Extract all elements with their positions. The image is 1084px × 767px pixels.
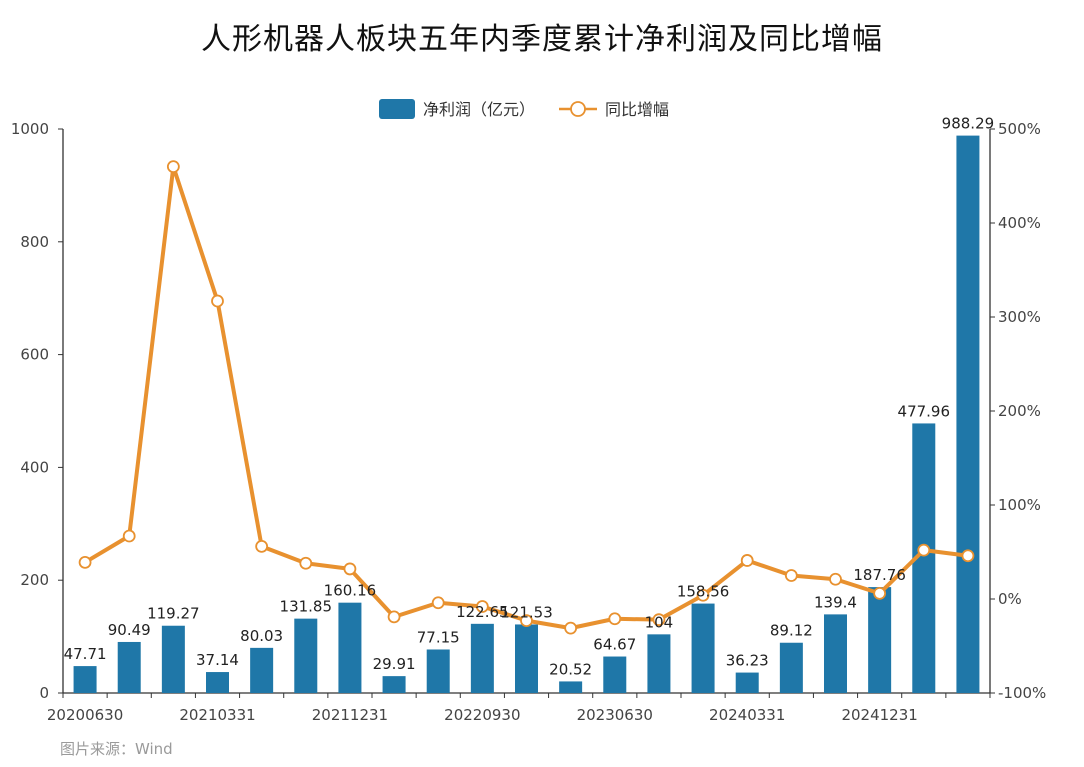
- y-left-tick-label: 0: [39, 684, 49, 702]
- line-point: [740, 554, 754, 567]
- line-point: [873, 586, 887, 600]
- y-right-tick-label: -100%: [998, 684, 1046, 702]
- y-right-tick-label: 500%: [998, 120, 1041, 138]
- line-point: [387, 610, 401, 624]
- line-point: [961, 549, 975, 563]
- y-right-tick-label: 300%: [998, 308, 1041, 326]
- y-left-tick-label: 800: [20, 233, 49, 251]
- line-series: [78, 160, 975, 635]
- bar: [73, 666, 97, 693]
- bar: [515, 624, 538, 693]
- bar: [647, 634, 671, 693]
- bar-value-label: 90.49: [108, 621, 151, 639]
- bar: [956, 135, 980, 694]
- bar-value-label: 988.29: [942, 115, 995, 133]
- line-point: [343, 562, 357, 576]
- y-left-tick-label: 1000: [11, 120, 49, 138]
- x-tick-label: 20200630: [47, 706, 123, 724]
- bar: [338, 602, 362, 693]
- x-tick-label: 20211231: [312, 706, 388, 724]
- chart-title: 人形机器人板块五年内季度累计净利润及同比增幅: [201, 22, 883, 57]
- bar: [735, 672, 759, 693]
- bar-value-label: 160.16: [324, 582, 377, 600]
- line-point: [255, 539, 269, 553]
- y-right-tick-label: 0%: [998, 590, 1022, 608]
- line-point: [652, 613, 666, 627]
- y-right-tick-label: 200%: [998, 402, 1041, 420]
- bar-value-label: 77.15: [417, 628, 460, 646]
- legend-bar-swatch: [379, 99, 415, 119]
- line-point: [520, 614, 533, 628]
- bar-value-label: 64.67: [593, 636, 636, 654]
- y-right-tick-label: 100%: [998, 496, 1041, 514]
- legend-bar-label: 净利润（亿元）: [423, 100, 535, 119]
- x-tick-label: 20210331: [179, 706, 255, 724]
- y-right-tick-label: 400%: [998, 214, 1041, 232]
- line-point: [917, 543, 931, 557]
- line-point: [564, 621, 578, 635]
- bar: [824, 614, 847, 693]
- bar-value-label: 36.23: [726, 652, 769, 670]
- bar-value-label: 104: [645, 613, 674, 631]
- bar: [779, 642, 803, 693]
- legend: 净利润（亿元） 同比增幅: [379, 99, 669, 119]
- bar: [426, 649, 450, 693]
- bar-value-label: 89.12: [770, 622, 813, 640]
- line-point: [696, 588, 710, 602]
- bar: [912, 423, 936, 693]
- bar-value-label: 139.4: [814, 593, 857, 611]
- line-point: [475, 600, 489, 613]
- bar: [603, 656, 627, 693]
- bar-value-label: 20.52: [549, 660, 592, 678]
- bar-value-label: 158.56: [677, 583, 730, 601]
- growth-line: [84, 164, 969, 631]
- bar-value-label: 29.91: [373, 655, 416, 673]
- bar-value-label: 131.85: [280, 598, 333, 616]
- y-left-tick-label: 600: [20, 346, 49, 364]
- y-left-tick-label: 200: [20, 571, 49, 589]
- bar: [250, 647, 274, 693]
- bar: [691, 603, 715, 693]
- line-point: [211, 294, 224, 308]
- bar: [868, 587, 892, 693]
- bar-value-label: 122.65: [456, 603, 509, 621]
- line-point: [608, 612, 622, 626]
- bar: [382, 676, 406, 693]
- x-tick-label: 20241231: [841, 706, 917, 724]
- source-note: 图片来源：Wind: [60, 740, 173, 758]
- y-left-tick-label: 400: [20, 458, 49, 476]
- x-tick-label: 20230630: [577, 706, 653, 724]
- legend-line-marker: [570, 101, 586, 117]
- legend-line-label: 同比增幅: [605, 100, 669, 119]
- x-tick-label: 20220930: [444, 706, 520, 724]
- bar-value-label: 121.53: [500, 603, 553, 621]
- bar-value-label: 47.71: [64, 645, 107, 663]
- bar: [161, 625, 185, 693]
- bar-value-label: 187.76: [853, 566, 906, 584]
- line-point: [784, 569, 798, 582]
- bar: [206, 672, 229, 693]
- line-point: [829, 572, 842, 586]
- line-point: [122, 529, 136, 543]
- bar-value-label: 119.27: [147, 605, 200, 623]
- line-point: [431, 596, 445, 610]
- bar-value-label: 477.96: [898, 402, 951, 420]
- line-point: [166, 160, 180, 174]
- line-point: [299, 556, 313, 570]
- bar: [294, 618, 318, 693]
- line-point: [78, 555, 92, 569]
- bar: [559, 681, 583, 693]
- bar: [117, 641, 141, 693]
- bar: [470, 623, 494, 693]
- bar-value-label: 80.03: [240, 627, 283, 645]
- x-tick-label: 20240331: [709, 706, 785, 724]
- bar-value-label: 37.14: [196, 651, 239, 669]
